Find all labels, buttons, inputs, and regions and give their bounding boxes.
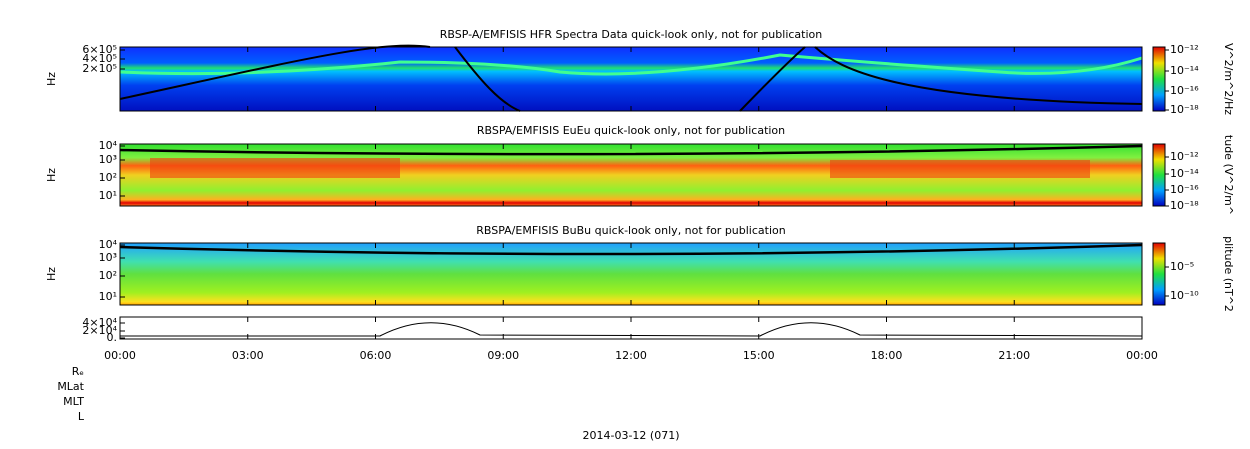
colorbar-tick-label: 10⁻⁵: [1170, 260, 1194, 273]
y-tick-label: 10¹: [99, 189, 117, 202]
colorbar-tick-label: 10⁻¹⁸: [1170, 199, 1199, 212]
ephemeris-label: L: [78, 410, 85, 423]
y-tick-label: 4×10⁴: [82, 316, 117, 329]
date-label: 2014-03-12 (071): [582, 429, 679, 442]
colorbar-tick-label: 10⁻¹²: [1170, 43, 1199, 56]
y-tick-label: 0.: [107, 331, 118, 344]
y-tick-label: 10³: [99, 251, 117, 264]
y-tick-label: 10⁴: [99, 238, 118, 251]
y-tick-label: 2×10⁴: [82, 324, 117, 337]
colorbar-tick-label: 10⁻¹⁸: [1170, 103, 1199, 116]
y-tick-label: 2×10⁵: [82, 62, 117, 75]
colorbar-frame: [1152, 242, 1166, 306]
colorbar-label: tude (V^2/m^: [1222, 135, 1235, 215]
spectrogram-art: [119, 44, 1165, 340]
x-tick-label: 06:00: [360, 349, 392, 362]
y-tick-label: 10²: [99, 269, 117, 282]
y-tick-label: 10¹: [99, 290, 117, 303]
y-axis-label: Hz: [45, 267, 58, 281]
x-tick-label: 21:00: [998, 349, 1030, 362]
colorbar-label: V^2/m^2/Hz: [1222, 43, 1235, 115]
y-tick-label: 4×10⁵: [82, 52, 117, 65]
y-tick-label: 6×10⁵: [82, 43, 117, 56]
colorbar-tick-label: 10⁻¹⁴: [1170, 64, 1199, 77]
ephemeris-label: MLat: [57, 380, 84, 393]
x-tick-label: 00:00: [1126, 349, 1158, 362]
panel-title: RBSP-A/EMFISIS HFR Spectra Data quick-lo…: [440, 28, 823, 41]
colorbar-frame: [1152, 143, 1166, 207]
x-tick-label: 12:00: [615, 349, 647, 362]
colorbar-frame: [1152, 46, 1166, 112]
y-tick-label: 10²: [99, 171, 117, 184]
colorbar-tick-label: 10⁻¹²: [1170, 150, 1199, 163]
colorbar-tick-label: 10⁻¹⁰: [1170, 289, 1199, 302]
y-axis-label: Hz: [45, 168, 58, 182]
panel-title: RBSPA/EMFISIS BuBu quick-look only, not …: [476, 224, 786, 237]
x-tick-label: 03:00: [232, 349, 264, 362]
colorbar-tick-label: 10⁻¹⁶: [1170, 183, 1199, 196]
x-tick-label: 18:00: [871, 349, 903, 362]
y-tick-label: 10³: [99, 153, 117, 166]
colorbar-tick-label: 10⁻¹⁶: [1170, 84, 1199, 97]
x-tick-label: 00:00: [104, 349, 136, 362]
x-tick-label: 09:00: [487, 349, 519, 362]
y-tick-label: 10⁴: [99, 139, 118, 152]
y-axis-label: Hz: [45, 72, 58, 86]
ephemeris-label: MLT: [63, 395, 84, 408]
ephemeris-label: Rₑ: [72, 365, 84, 378]
colorbar-tick-label: 10⁻¹⁴: [1170, 167, 1199, 180]
panel-title: RBSPA/EMFISIS EuEu quick-look only, not …: [477, 124, 785, 137]
x-tick-label: 15:00: [743, 349, 775, 362]
colorbar-label: plitude (nT^2: [1222, 236, 1235, 312]
